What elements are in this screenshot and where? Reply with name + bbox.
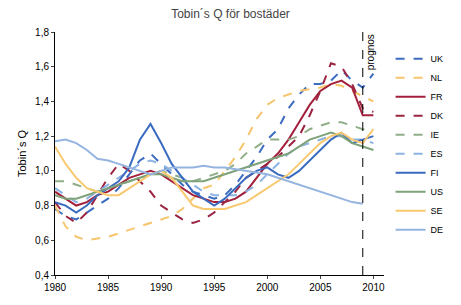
svg-text:FR: FR <box>431 92 443 102</box>
svg-text:2010: 2010 <box>362 282 385 293</box>
svg-text:1980: 1980 <box>44 282 67 293</box>
svg-text:1985: 1985 <box>97 282 120 293</box>
svg-text:0,4: 0,4 <box>35 270 49 281</box>
svg-text:UK: UK <box>431 54 444 64</box>
svg-text:2005: 2005 <box>309 282 332 293</box>
svg-text:1,8: 1,8 <box>35 27 49 38</box>
svg-text:DK: DK <box>431 111 444 121</box>
svg-text:DE: DE <box>431 225 444 235</box>
svg-text:1,0: 1,0 <box>35 165 49 176</box>
svg-text:ES: ES <box>431 149 443 159</box>
svg-text:1995: 1995 <box>203 282 226 293</box>
svg-text:1,4: 1,4 <box>35 96 49 107</box>
svg-text:0,6: 0,6 <box>35 235 49 246</box>
svg-text:Tobin´s Q för bostäder: Tobin´s Q för bostäder <box>171 7 290 21</box>
svg-text:US: US <box>431 187 444 197</box>
svg-text:SE: SE <box>431 206 443 216</box>
svg-text:prognos: prognos <box>365 34 376 70</box>
svg-text:1,6: 1,6 <box>35 61 49 72</box>
svg-text:1990: 1990 <box>150 282 173 293</box>
svg-text:0,8: 0,8 <box>35 200 49 211</box>
svg-text:NL: NL <box>431 73 443 83</box>
svg-text:FI: FI <box>431 168 439 178</box>
svg-text:2000: 2000 <box>256 282 279 293</box>
svg-text:1,2: 1,2 <box>35 131 49 142</box>
svg-text:IE: IE <box>431 130 440 140</box>
svg-text:Tobin´s Q: Tobin´s Q <box>16 130 28 178</box>
